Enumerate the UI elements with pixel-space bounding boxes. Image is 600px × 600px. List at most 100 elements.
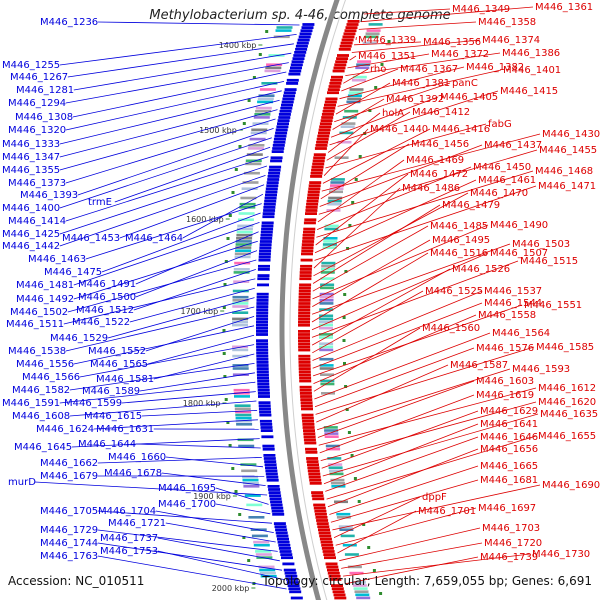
reverse-gene xyxy=(298,302,311,305)
left-leader-line xyxy=(59,165,268,235)
feature-track-inner xyxy=(319,292,334,296)
right-leader-line xyxy=(317,380,475,438)
tick-marker xyxy=(358,155,362,158)
forward-gene xyxy=(257,274,270,277)
feature-track-outer xyxy=(257,97,274,101)
feature-track-inner xyxy=(354,590,369,593)
forward-gene xyxy=(259,240,272,243)
left-leader-line xyxy=(67,259,257,313)
reverse-gene xyxy=(302,426,315,429)
forward-gene xyxy=(293,54,306,57)
right-gene-label: M446_1587 xyxy=(450,360,508,371)
reverse-gene xyxy=(299,388,312,392)
reverse-gene xyxy=(298,305,311,308)
left-gene-label: M446_1721 xyxy=(108,518,166,529)
reverse-gene xyxy=(327,88,340,91)
right-leader-line xyxy=(334,82,451,123)
forward-gene xyxy=(264,460,277,463)
reverse-gene xyxy=(303,221,316,225)
right-leader-line xyxy=(345,556,479,585)
right-leader-line xyxy=(332,98,385,130)
left-gene-label: M446_1294 xyxy=(8,98,66,109)
left-leader-line xyxy=(65,81,285,131)
forward-gene xyxy=(297,38,310,42)
feature-track-inner xyxy=(329,469,343,473)
feature-track-inner xyxy=(323,237,338,240)
reverse-gene xyxy=(309,481,322,485)
reverse-gene xyxy=(310,171,323,175)
left-gene-label: M446_1695 xyxy=(158,483,216,494)
right-leader-line xyxy=(327,448,479,508)
right-leader-line xyxy=(312,302,483,369)
right-leader-line xyxy=(312,290,424,354)
right-gene-label: M446_1560 xyxy=(422,323,480,334)
genome-title: Methylobacterium sp. 4-46, complete geno… xyxy=(149,8,451,23)
forward-gene xyxy=(265,472,278,476)
reverse-gene xyxy=(301,416,314,420)
feature-track-inner xyxy=(366,29,381,32)
feature-track-outer xyxy=(273,35,290,39)
forward-gene xyxy=(272,144,285,147)
reverse-gene xyxy=(298,286,311,290)
forward-gene xyxy=(256,317,269,321)
forward-gene xyxy=(278,113,291,116)
forward-gene xyxy=(262,215,275,219)
feature-track-inner xyxy=(319,345,334,349)
reverse-gene xyxy=(298,336,310,339)
left-leader-line xyxy=(129,287,255,323)
reverse-gene xyxy=(313,503,326,507)
reverse-gene xyxy=(300,401,313,405)
forward-gene xyxy=(256,333,268,336)
feature-track-inner xyxy=(320,286,334,290)
reverse-gene xyxy=(313,156,326,160)
feature-track-outer xyxy=(241,469,258,473)
reverse-gene xyxy=(306,199,319,203)
forward-gene xyxy=(267,175,280,178)
right-leader-line xyxy=(311,252,489,331)
right-leader-line xyxy=(316,166,472,230)
right-gene-label: M446_1339 xyxy=(358,35,416,46)
left-leader-line xyxy=(97,542,283,571)
left-leader-line xyxy=(67,43,294,78)
forward-gene xyxy=(266,181,279,184)
feature-track-outer xyxy=(232,295,249,299)
feature-track-inner xyxy=(322,243,337,246)
feature-track-inner xyxy=(339,131,354,135)
feature-track-inner xyxy=(344,553,359,556)
reverse-gene xyxy=(303,230,315,234)
reverse-gene xyxy=(323,106,336,110)
left-gene-label: M446_1566 xyxy=(22,372,80,383)
reverse-gene xyxy=(298,357,311,361)
reverse-gene xyxy=(338,47,351,51)
right-gene-label: M446_1720 xyxy=(484,538,542,549)
feature-track-outer xyxy=(233,388,250,392)
tick-marker xyxy=(226,421,230,424)
left-leader-line xyxy=(73,240,258,300)
right-leader-line xyxy=(314,332,491,400)
left-gene-label: M446_1522 xyxy=(72,317,130,328)
right-leader-line xyxy=(337,69,502,107)
forward-gene xyxy=(263,202,276,206)
feature-track-inner xyxy=(328,466,343,469)
left-gene-label: M446_1704 xyxy=(98,506,156,517)
right-gene-label: panC xyxy=(452,78,478,89)
forward-gene xyxy=(283,91,296,95)
forward-gene xyxy=(281,103,293,107)
feature-track-outer xyxy=(233,271,250,274)
right-gene-label: M446_1472 xyxy=(410,169,468,180)
right-leader-line xyxy=(315,346,535,415)
reverse-gene xyxy=(303,438,316,442)
right-leader-line xyxy=(323,128,369,176)
forward-gene xyxy=(259,413,272,417)
left-gene-label: M446_1599 xyxy=(64,398,122,409)
feature-track-outer xyxy=(232,348,249,352)
left-gene-label: M446_1556 xyxy=(16,359,74,370)
forward-gene xyxy=(256,357,269,361)
reverse-gene xyxy=(307,190,320,194)
right-leader-line xyxy=(313,187,401,269)
forward-gene xyxy=(265,193,277,197)
right-leader-line xyxy=(321,133,541,192)
feature-track-inner xyxy=(346,100,361,104)
feature-track-outer xyxy=(266,63,283,66)
left-gene-label: M446_1255 xyxy=(2,60,60,71)
